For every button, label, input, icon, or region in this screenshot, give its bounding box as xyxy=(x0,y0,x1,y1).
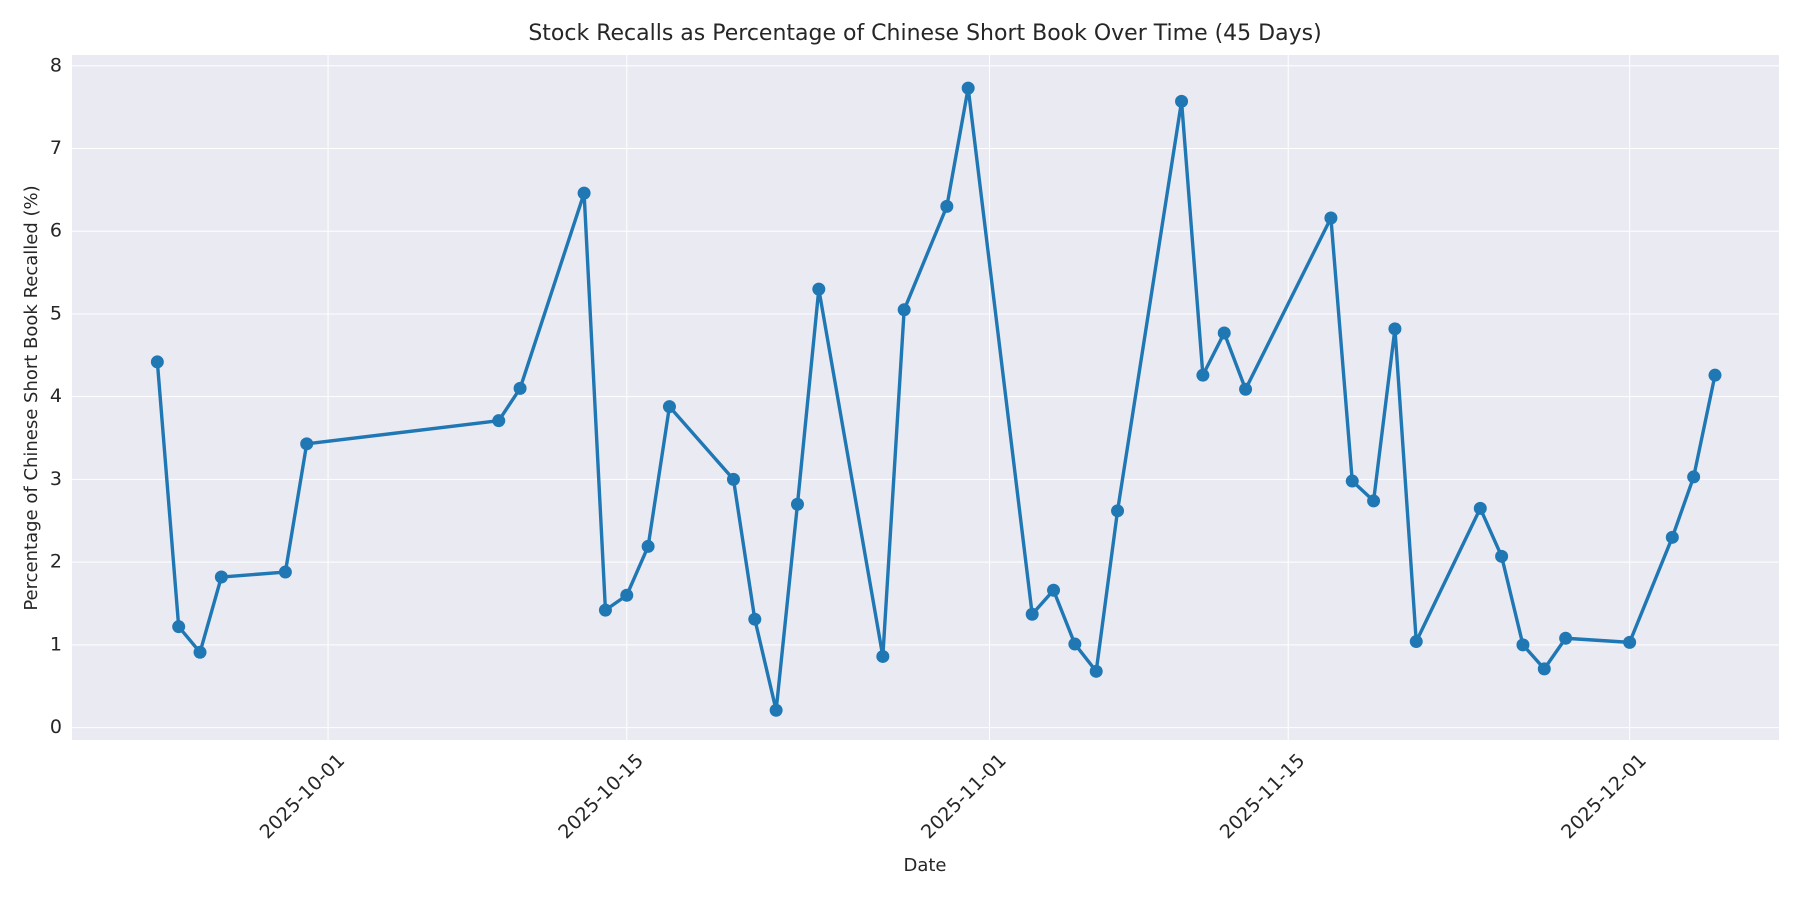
data-point xyxy=(1495,549,1509,563)
data-point xyxy=(1687,470,1701,484)
data-point xyxy=(1196,368,1210,382)
data-point xyxy=(1559,631,1573,645)
y-tick-label: 0 xyxy=(50,716,62,738)
data-point xyxy=(1025,607,1039,621)
data-point xyxy=(662,400,676,414)
data-point xyxy=(1175,94,1189,108)
data-point xyxy=(1623,635,1637,649)
x-axis-label: Date xyxy=(903,855,946,876)
x-tick-label: 2025-12-01 xyxy=(1557,750,1651,844)
data-point xyxy=(1345,474,1359,488)
data-point xyxy=(214,570,228,584)
y-tick-label: 7 xyxy=(50,137,62,159)
data-point xyxy=(769,703,783,717)
data-point xyxy=(513,381,527,395)
y-axis-label: Percentage of Chinese Short Book Recalle… xyxy=(21,185,42,610)
y-tick-label: 5 xyxy=(50,302,62,324)
x-tick-label: 2025-10-15 xyxy=(554,750,648,844)
y-tick-label: 1 xyxy=(50,633,62,655)
data-point xyxy=(1409,635,1423,649)
y-tick-label: 4 xyxy=(50,385,62,407)
data-point xyxy=(598,603,612,617)
x-tick-label: 2025-11-01 xyxy=(917,750,1011,844)
data-point xyxy=(1047,583,1061,597)
data-point xyxy=(150,355,164,369)
data-point xyxy=(1239,382,1253,396)
data-point xyxy=(1708,368,1722,382)
data-point xyxy=(1217,326,1231,340)
data-point xyxy=(897,303,911,317)
data-point xyxy=(1367,494,1381,508)
y-tick-label: 2 xyxy=(50,551,62,573)
data-point xyxy=(961,81,975,95)
data-point xyxy=(1537,662,1551,676)
data-point xyxy=(1473,501,1487,515)
chart-title: Stock Recalls as Percentage of Chinese S… xyxy=(528,21,1321,46)
data-point xyxy=(1324,211,1338,225)
data-point xyxy=(1089,664,1103,678)
data-point xyxy=(940,199,954,213)
y-tick-label: 8 xyxy=(50,54,62,76)
data-point xyxy=(748,612,762,626)
data-point xyxy=(812,282,826,296)
x-tick-label: 2025-10-01 xyxy=(256,750,350,844)
y-tick-label: 3 xyxy=(50,468,62,490)
data-point xyxy=(193,645,207,659)
data-point xyxy=(300,437,314,451)
x-tick-label: 2025-11-15 xyxy=(1216,750,1310,844)
data-point xyxy=(1068,637,1082,651)
data-point xyxy=(641,539,655,553)
data-point xyxy=(1516,638,1530,652)
data-point xyxy=(876,649,890,663)
data-point xyxy=(726,472,740,486)
data-point xyxy=(1388,322,1402,336)
data-point xyxy=(1665,530,1679,544)
data-point xyxy=(620,588,634,602)
data-point xyxy=(172,620,186,634)
data-point xyxy=(790,497,804,511)
data-point xyxy=(492,414,506,428)
data-point xyxy=(278,565,292,579)
plot-area xyxy=(72,55,1779,740)
data-point xyxy=(1111,504,1125,518)
data-point xyxy=(577,186,591,200)
y-tick-label: 6 xyxy=(50,220,62,242)
